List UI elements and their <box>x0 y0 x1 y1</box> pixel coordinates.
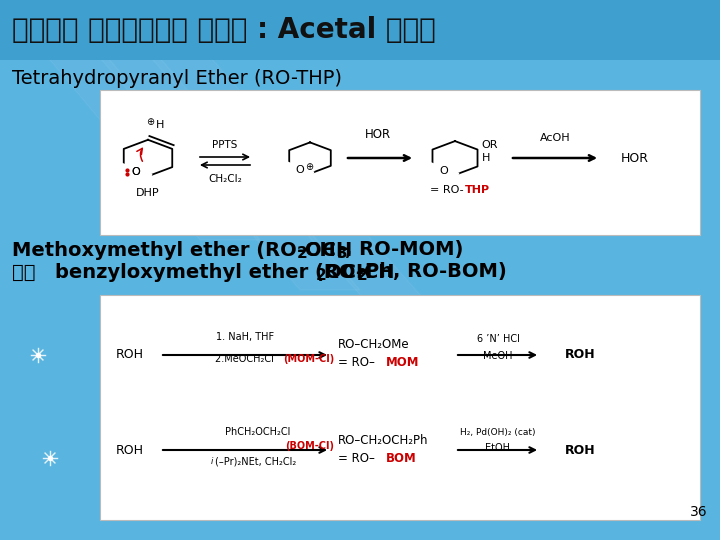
Text: AcOH: AcOH <box>540 133 570 143</box>
Text: ROH: ROH <box>116 348 144 361</box>
Text: = RO-: = RO- <box>430 185 464 195</box>
Text: , RO-MOM): , RO-MOM) <box>345 240 464 260</box>
Text: 36: 36 <box>690 505 708 519</box>
Text: RO–CH₂OCH₂Ph: RO–CH₂OCH₂Ph <box>338 434 428 447</box>
Text: BOM: BOM <box>386 451 417 464</box>
Text: HOR: HOR <box>365 129 391 141</box>
Text: Tetrahydropyranyl Ether (RO-THP): Tetrahydropyranyl Ether (RO-THP) <box>12 69 342 87</box>
Text: THP: THP <box>465 185 490 195</box>
Text: 2: 2 <box>316 268 327 284</box>
Text: PhCH₂OCH₂Cl: PhCH₂OCH₂Cl <box>225 427 290 437</box>
Text: 6 ’N’ HCl: 6 ’N’ HCl <box>477 334 519 344</box>
Text: i: i <box>211 457 213 467</box>
Text: OR: OR <box>482 139 498 150</box>
Text: 2.MeOCH₂Cl: 2.MeOCH₂Cl <box>215 354 277 364</box>
Bar <box>0 0 720 60</box>
Text: H: H <box>156 120 164 130</box>
Text: O: O <box>295 165 304 175</box>
Text: (MOM-CI): (MOM-CI) <box>283 354 334 364</box>
Text: MeOH: MeOH <box>483 351 513 361</box>
Text: (BOM-CI): (BOM-CI) <box>285 441 334 451</box>
Text: CH₂Cl₂: CH₂Cl₂ <box>208 174 242 184</box>
Text: H: H <box>482 152 490 163</box>
Text: MOM: MOM <box>386 356 420 369</box>
Text: Methoxymethyl ether (RO-CH: Methoxymethyl ether (RO-CH <box>12 240 336 260</box>
Text: (–Pr)₂NEt, CH₂Cl₂: (–Pr)₂NEt, CH₂Cl₂ <box>215 457 296 467</box>
Text: EtOH: EtOH <box>485 443 510 453</box>
Text: ROH: ROH <box>565 443 595 456</box>
Text: ⊕: ⊕ <box>305 161 314 172</box>
Text: HOR: HOR <box>621 152 649 165</box>
Text: DHP: DHP <box>136 188 160 198</box>
Text: 2: 2 <box>357 268 368 284</box>
Text: ⊕: ⊕ <box>146 117 154 127</box>
Text: ROH: ROH <box>565 348 595 361</box>
Text: O: O <box>132 167 140 177</box>
Text: OCH: OCH <box>305 240 352 260</box>
Text: H₂, Pd(OH)₂ (cat): H₂, Pd(OH)₂ (cat) <box>460 428 536 436</box>
Text: RO–CH₂OMe: RO–CH₂OMe <box>338 339 410 352</box>
Text: ROH: ROH <box>116 443 144 456</box>
Text: Ph, RO-BOM): Ph, RO-BOM) <box>365 262 507 281</box>
Text: 3: 3 <box>337 246 348 261</box>
Text: benzyloxymethyl ether (RO-CH: benzyloxymethyl ether (RO-CH <box>55 262 395 281</box>
Bar <box>100 90 700 235</box>
Text: O: O <box>132 167 140 177</box>
Text: 2: 2 <box>297 246 307 261</box>
Bar <box>100 295 700 520</box>
Text: 1. NaH, THF: 1. NaH, THF <box>216 332 274 342</box>
Text: = RO–: = RO– <box>338 356 375 369</box>
Text: OCH: OCH <box>325 262 372 281</box>
Text: 알코올의 하이드록실기 보호기 : Acetal 유도체: 알코올의 하이드록실기 보호기 : Acetal 유도체 <box>12 16 436 44</box>
Text: = RO–: = RO– <box>338 451 375 464</box>
Text: PPTS: PPTS <box>212 140 238 150</box>
Text: 또는: 또는 <box>12 262 35 281</box>
Text: O: O <box>439 166 448 176</box>
